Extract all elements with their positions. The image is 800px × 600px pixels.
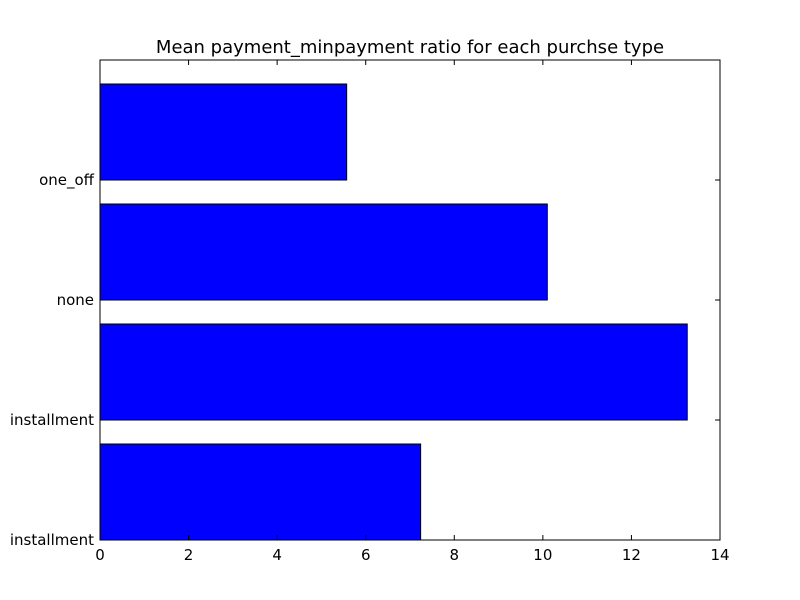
x-tick-label-2: 4 xyxy=(272,546,282,564)
plot-frame xyxy=(99,59,721,541)
x-tick-label-0: 0 xyxy=(95,546,105,564)
x-tick-label-5: 10 xyxy=(533,546,552,564)
y-tick-label-3: one_off xyxy=(39,171,95,190)
y-tick-label-0: installment xyxy=(10,531,94,549)
chart-title: Mean payment_minpayment ratio for each p… xyxy=(156,37,664,58)
x-tick-label-3: 6 xyxy=(361,546,371,564)
bar-1 xyxy=(99,323,688,421)
x-tick-label-1: 2 xyxy=(184,546,194,564)
bar-3 xyxy=(99,83,348,181)
y-tick-label-1: installment xyxy=(10,411,94,429)
x-tick-label-7: 14 xyxy=(710,546,729,564)
bar-2 xyxy=(99,203,548,301)
x-tick-label-6: 12 xyxy=(622,546,641,564)
x-tick-label-4: 8 xyxy=(450,546,460,564)
bar-0 xyxy=(99,443,422,541)
y-tick-label-2: none xyxy=(57,291,94,309)
ticks-layer: installment installment none one_off 0 2 4 6 8 10… xyxy=(10,60,730,564)
bars-layer xyxy=(99,83,688,541)
